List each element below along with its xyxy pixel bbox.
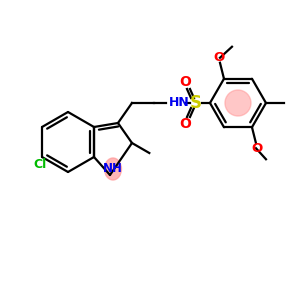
Text: NH: NH <box>103 163 123 176</box>
Text: O: O <box>251 142 262 155</box>
Text: O: O <box>179 117 191 131</box>
Circle shape <box>225 90 251 116</box>
Text: O: O <box>179 75 191 89</box>
Text: HN: HN <box>169 95 189 109</box>
Text: S: S <box>190 94 202 112</box>
Text: O: O <box>213 51 225 64</box>
Ellipse shape <box>104 158 122 180</box>
Text: Cl: Cl <box>33 158 46 170</box>
